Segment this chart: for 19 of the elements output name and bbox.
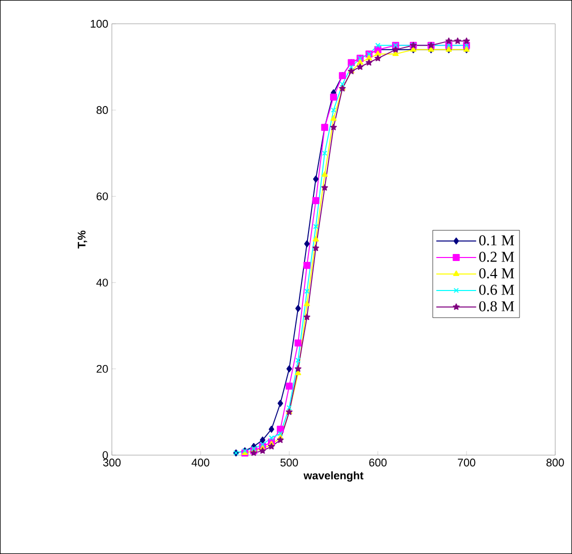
x-tick-label: 400 xyxy=(192,458,210,466)
y-tick-label: 20 xyxy=(96,364,108,373)
legend-label: 0.2 M xyxy=(479,252,514,262)
x-tick-label: 800 xyxy=(546,458,564,466)
x-axis-title: wavelenght xyxy=(304,471,364,482)
y-tick-label: 100 xyxy=(90,20,108,28)
x-tick-label: 500 xyxy=(280,458,298,466)
y-tick-label: 60 xyxy=(96,192,108,200)
y-axis-title: T,% xyxy=(78,230,88,249)
x-tick-label: 300 xyxy=(103,458,121,466)
y-tick-label: 0 xyxy=(102,451,108,460)
x-tick-label: 600 xyxy=(369,458,387,466)
legend-label: 0.4 M xyxy=(479,268,514,278)
y-tick-label: 40 xyxy=(96,278,108,286)
legend-label: 0.1 M xyxy=(479,235,514,246)
y-tick-label: 80 xyxy=(96,106,108,114)
legend-label: 0.6 M xyxy=(479,284,514,295)
legend-label: 0.8 M xyxy=(479,301,514,312)
x-tick-label: 700 xyxy=(458,458,476,466)
